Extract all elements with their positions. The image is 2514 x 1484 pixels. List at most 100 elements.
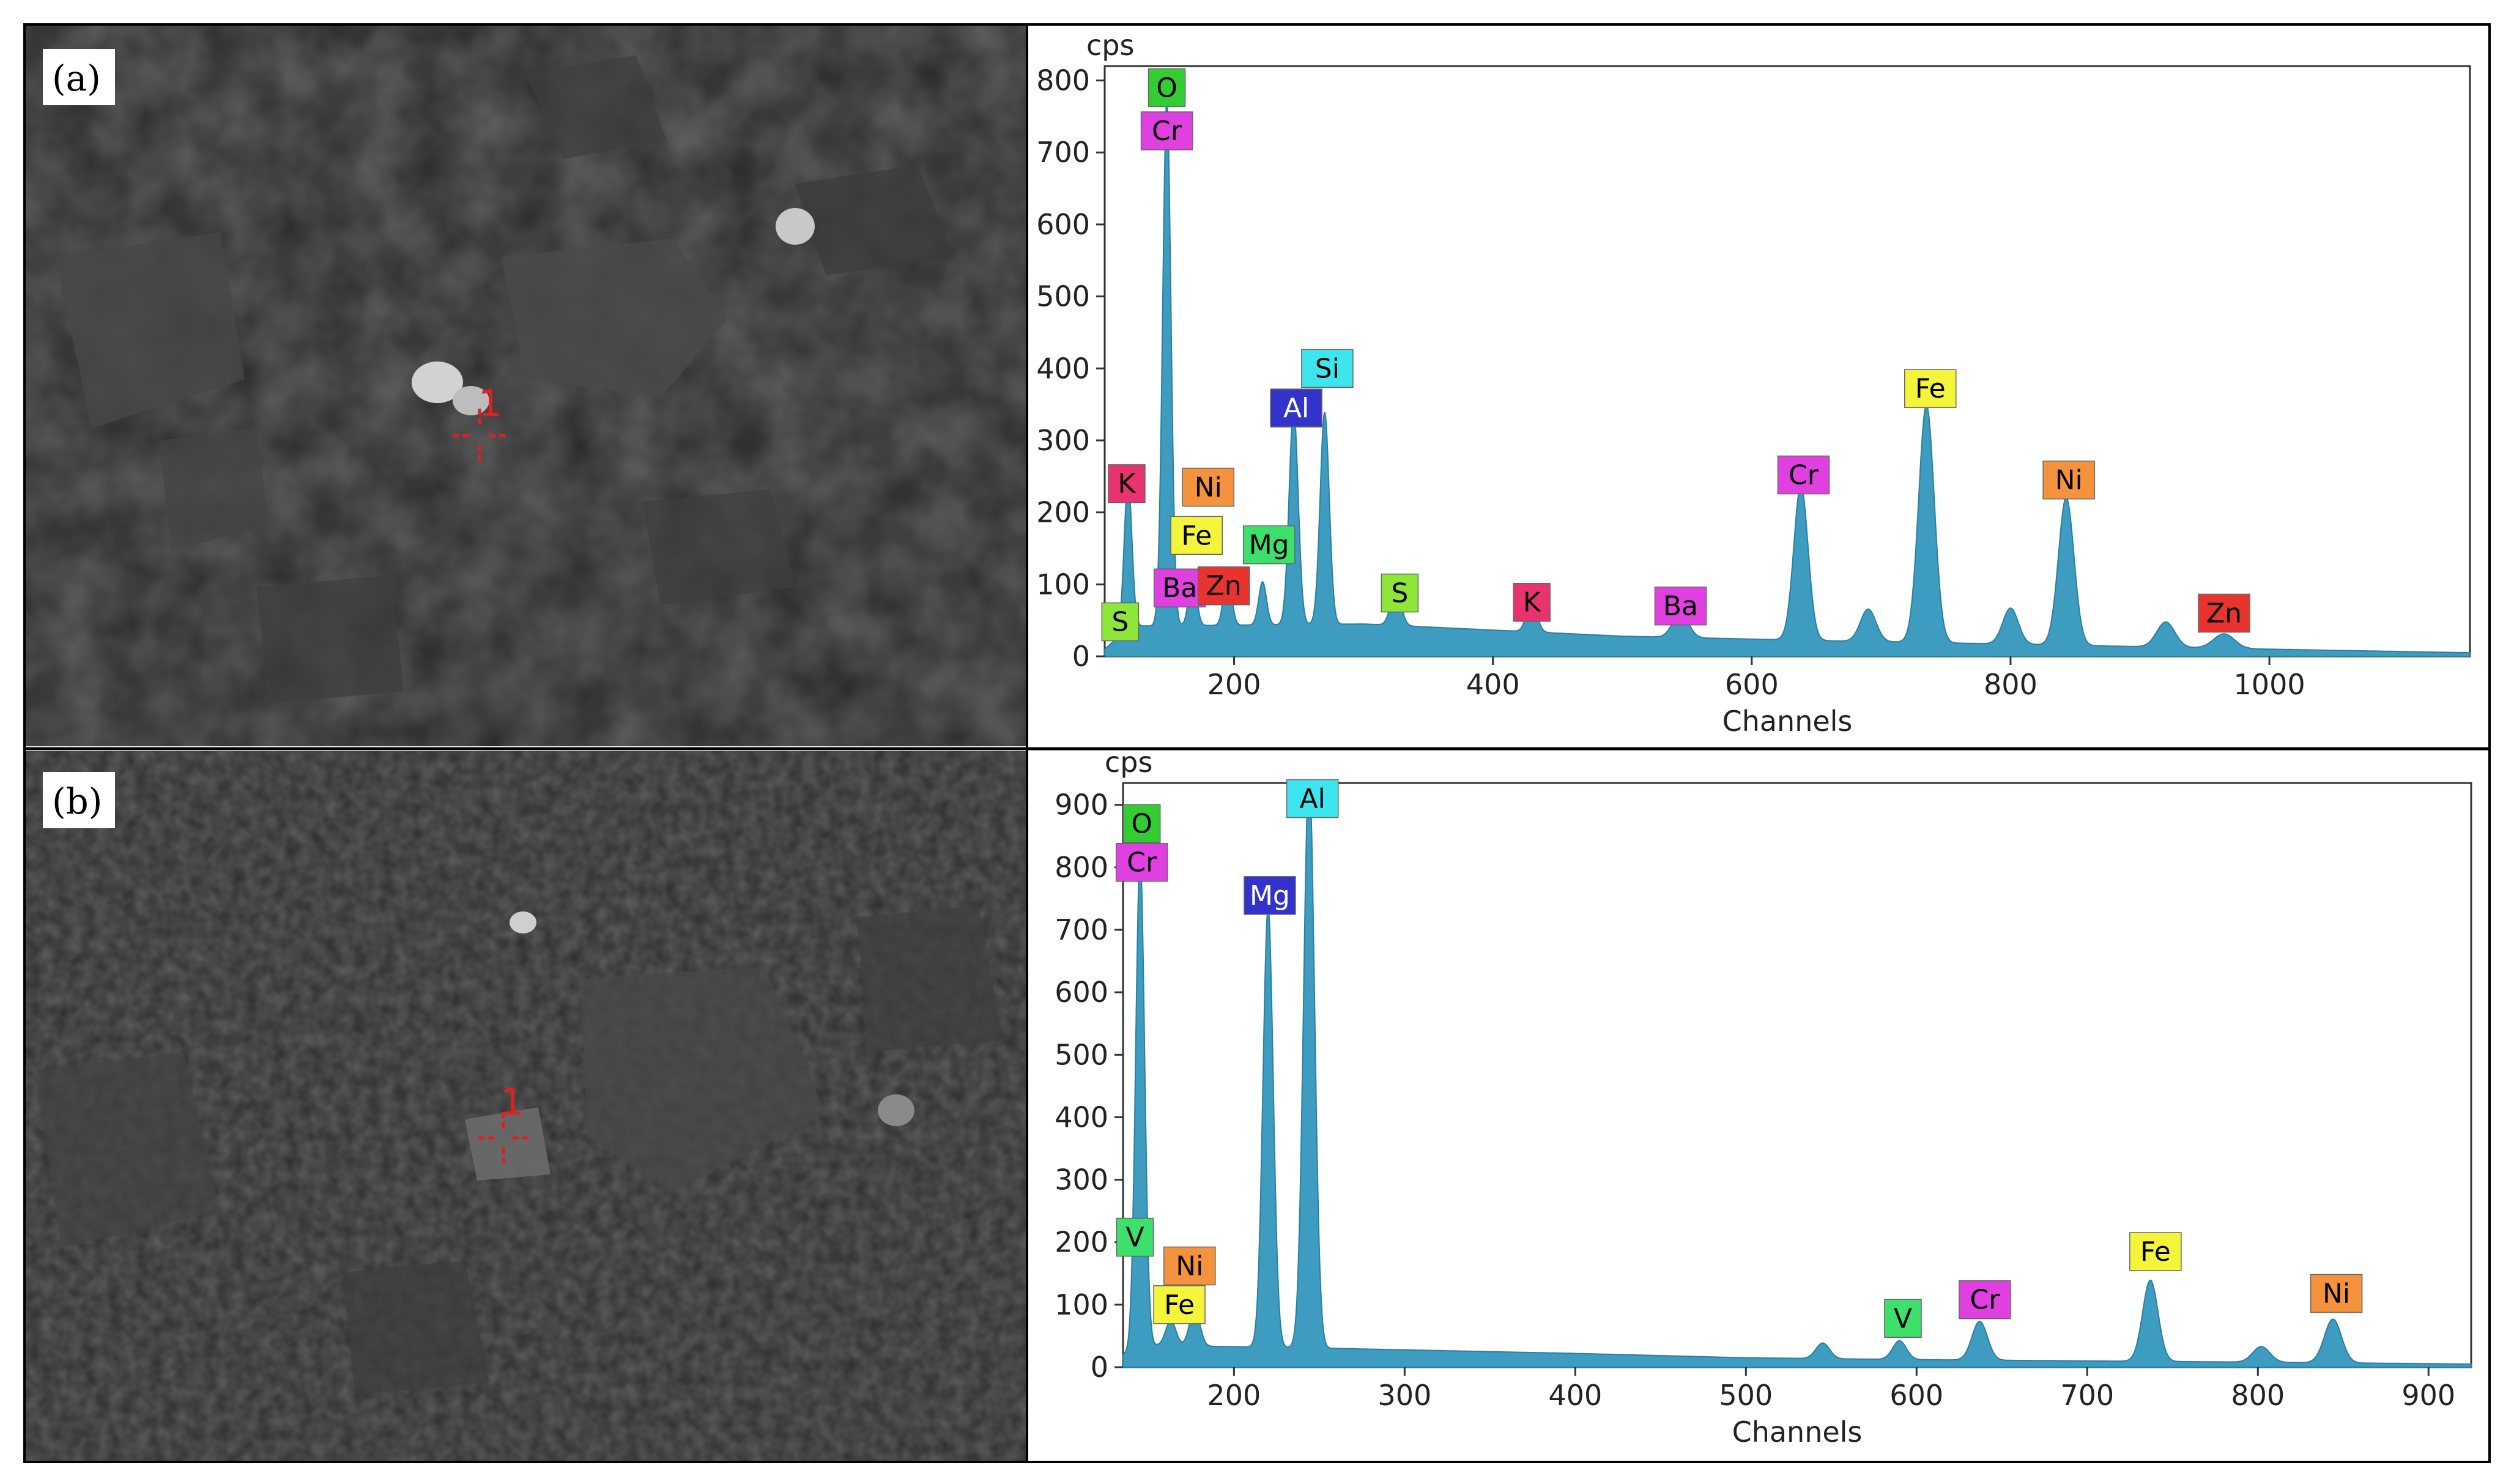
panel-label-b: (b) <box>52 781 102 822</box>
panel-label-box-a <box>43 49 115 105</box>
element-label-ni: Ni <box>1163 1246 1216 1286</box>
svg-text:K: K <box>1523 587 1541 618</box>
element-label-ba: Ba <box>1153 568 1206 607</box>
element-label-cr: Cr <box>1140 111 1193 150</box>
element-label-fe: Fe <box>1153 1285 1206 1324</box>
svg-text:Zn: Zn <box>1206 571 1242 602</box>
svg-text:Mg: Mg <box>1250 880 1290 911</box>
svg-text:Cr: Cr <box>1152 116 1182 147</box>
svg-text:Ni: Ni <box>1176 1251 1203 1282</box>
marker-number-b: 1 <box>500 1081 524 1124</box>
svg-text:Ba: Ba <box>1162 573 1197 604</box>
svg-text:Cr: Cr <box>1127 847 1157 878</box>
svg-text:K: K <box>1118 469 1136 500</box>
svg-text:Si: Si <box>1315 353 1340 384</box>
x-tick-label: 400 <box>1548 1379 1602 1412</box>
svg-text:V: V <box>1125 1222 1144 1253</box>
svg-text:Mg: Mg <box>1249 530 1289 561</box>
x-tick-label: 600 <box>1725 668 1779 701</box>
element-label-ni: Ni <box>2310 1274 2363 1313</box>
x-tick-label: 400 <box>1466 668 1520 701</box>
y-tick-label: 100 <box>1055 1288 1108 1321</box>
spectrum-series <box>1104 100 2471 657</box>
svg-text:Cr: Cr <box>1970 1285 2000 1316</box>
marker-number-a: 1 <box>478 382 502 425</box>
element-label-cr: Cr <box>1959 1280 2011 1319</box>
element-label-v: V <box>1116 1217 1154 1257</box>
y-tick-label: 100 <box>1036 568 1090 601</box>
svg-text:Al: Al <box>1300 784 1326 815</box>
x-tick-label: 600 <box>1889 1379 1943 1412</box>
y-tick-label: 0 <box>1091 1351 1108 1384</box>
x-axis-title: Channels <box>1722 705 1853 738</box>
svg-text:Fe: Fe <box>1164 1289 1195 1321</box>
x-tick-label: 900 <box>2401 1379 2455 1412</box>
x-tick-label: 1000 <box>2234 668 2305 701</box>
y-tick-label: 200 <box>1055 1226 1108 1259</box>
svg-text:Ba: Ba <box>1663 591 1698 622</box>
element-label-mg: Mg <box>1244 876 1296 915</box>
element-label-mg: Mg <box>1242 525 1296 565</box>
x-tick-label: 800 <box>1984 668 2038 701</box>
x-tick-label: 800 <box>2231 1379 2285 1412</box>
element-label-cr: Cr <box>1777 455 1830 495</box>
x-axis-title: Channels <box>1732 1415 1863 1449</box>
element-label-al: Al <box>1286 779 1339 818</box>
element-label-fe: Fe <box>1904 369 1957 408</box>
x-tick-label: 700 <box>2060 1379 2114 1412</box>
svg-text:Fe: Fe <box>1181 520 1212 551</box>
svg-text:V: V <box>1894 1303 1912 1334</box>
element-label-k: K <box>1108 464 1146 503</box>
y-tick-label: 500 <box>1055 1038 1108 1071</box>
element-label-cr: Cr <box>1115 842 1168 882</box>
element-label-al: Al <box>1270 388 1322 428</box>
x-tick-label: 500 <box>1719 1379 1773 1412</box>
y-tick-label: 900 <box>1055 788 1108 822</box>
y-axis-title: cps <box>1086 29 1134 62</box>
y-tick-label: 400 <box>1036 352 1090 385</box>
sem-image-b: 1 (b) <box>24 751 1026 1462</box>
y-tick-label: 800 <box>1036 64 1090 97</box>
element-label-ba: Ba <box>1654 586 1707 626</box>
element-label-ni: Ni <box>2042 460 2095 500</box>
panel-label-box-b <box>43 772 115 828</box>
svg-text:Zn: Zn <box>2206 598 2242 629</box>
svg-text:Fe: Fe <box>2140 1236 2171 1267</box>
y-tick-label: 600 <box>1055 976 1108 1009</box>
svg-text:Fe: Fe <box>1915 373 1946 404</box>
y-axis-title: cps <box>1105 746 1152 779</box>
y-tick-label: 600 <box>1036 208 1090 241</box>
sem-image-a: 1 (a) <box>24 24 1026 746</box>
crosshair-marker-b: 1 <box>478 1081 528 1163</box>
spectrum-series <box>1122 782 2472 1368</box>
y-tick-label: 0 <box>1072 640 1090 673</box>
y-tick-label: 200 <box>1036 496 1090 529</box>
y-tick-label: 700 <box>1055 913 1108 946</box>
element-label-zn: Zn <box>1197 566 1250 606</box>
y-tick-label: 700 <box>1036 136 1090 169</box>
svg-text:Al: Al <box>1283 393 1309 424</box>
svg-text:S: S <box>1391 577 1408 609</box>
element-label-ni: Ni <box>1182 467 1235 507</box>
figure-border <box>23 23 2491 1463</box>
eds-spectrum-a: 0 100 200 300 400 500 600 700 800 200 400 600 800 100… <box>1036 29 2471 738</box>
element-label-k: K <box>1513 582 1551 622</box>
svg-text:O: O <box>1131 808 1152 839</box>
svg-text:Ni: Ni <box>2323 1278 2350 1309</box>
y-tick-label: 300 <box>1055 1163 1108 1196</box>
svg-text:Ni: Ni <box>1195 472 1222 503</box>
svg-text:Cr: Cr <box>1789 459 1819 491</box>
eds-spectrum-b: 0 100 200 300 400 500 600 700 800 900 200 300 400 500… <box>1055 746 2472 1449</box>
svg-text:Ni: Ni <box>2055 465 2083 496</box>
panel-label-a: (a) <box>52 58 101 99</box>
x-tick-label: 200 <box>1207 1379 1261 1412</box>
x-tick-label: 300 <box>1378 1379 1431 1412</box>
element-label-s: S <box>1101 602 1140 642</box>
y-tick-label: 500 <box>1036 280 1090 313</box>
element-label-o: O <box>1148 68 1186 108</box>
element-label-o: O <box>1122 804 1161 844</box>
element-label-zn: Zn <box>2198 593 2250 633</box>
crosshair-marker-a: 1 <box>453 382 506 462</box>
svg-text:S: S <box>1111 607 1129 638</box>
element-label-fe: Fe <box>2129 1232 2182 1271</box>
